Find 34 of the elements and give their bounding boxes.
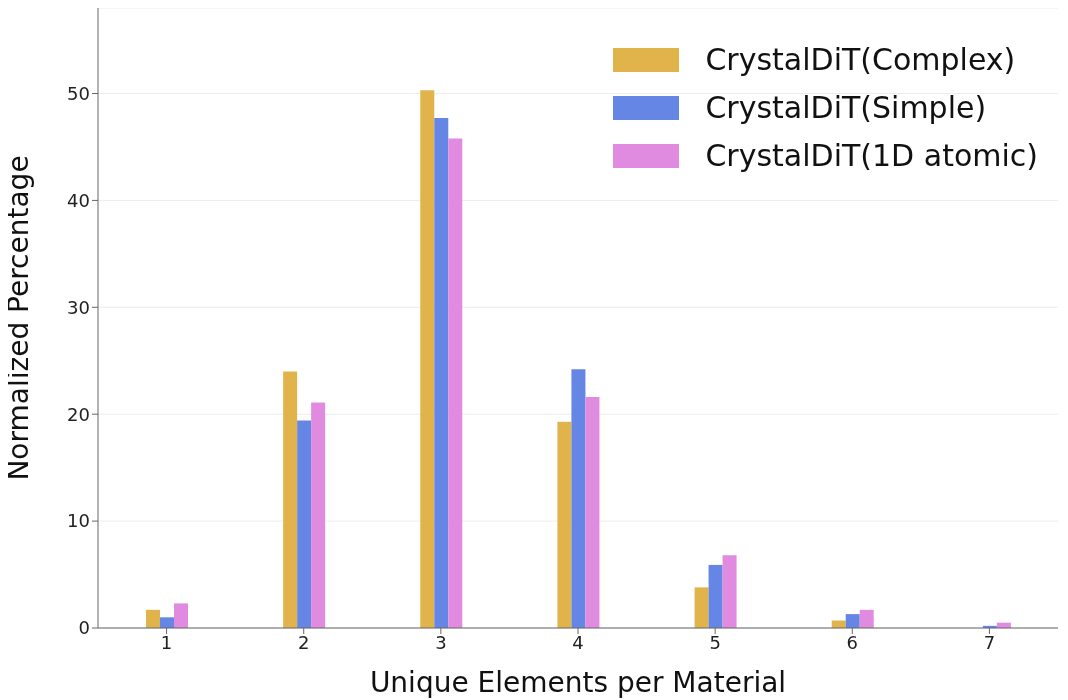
bar — [297, 420, 312, 628]
bar — [146, 609, 160, 628]
y-tick-label: 0 — [78, 617, 90, 639]
y-tick-label: 10 — [67, 510, 90, 532]
x-tick-label: 3 — [435, 631, 447, 653]
legend-label: CrystalDiT(Simple) — [705, 89, 987, 127]
x-tick-label: 7 — [983, 631, 996, 653]
bar — [585, 397, 600, 628]
bar — [448, 138, 463, 628]
x-tick-label: 2 — [297, 631, 310, 653]
bar — [283, 371, 298, 628]
bar — [160, 617, 174, 628]
bar — [434, 118, 449, 628]
bar — [571, 369, 586, 628]
bar — [694, 587, 709, 628]
x-tick-label: 6 — [846, 631, 859, 653]
bar — [557, 421, 572, 628]
bar — [859, 609, 874, 628]
bar — [722, 555, 737, 628]
bar — [420, 90, 435, 628]
y-tick-label: 50 — [67, 82, 90, 104]
y-tick-label: 40 — [67, 189, 90, 211]
bar — [174, 603, 188, 628]
x-tick-label: 4 — [572, 631, 584, 653]
bar — [708, 564, 723, 628]
legend-label: CrystalDiT(Complex) — [705, 41, 1016, 79]
x-tick-label: 1 — [160, 631, 173, 653]
bar — [311, 402, 326, 628]
x-axis-title: Unique Elements per Material — [369, 666, 787, 699]
x-tick-label: 5 — [709, 631, 721, 653]
y-tick-label: 20 — [67, 403, 90, 425]
legend-label: CrystalDiT(1D atomic) — [705, 137, 1038, 175]
bar — [845, 614, 860, 628]
y-tick-label: 30 — [67, 296, 90, 318]
